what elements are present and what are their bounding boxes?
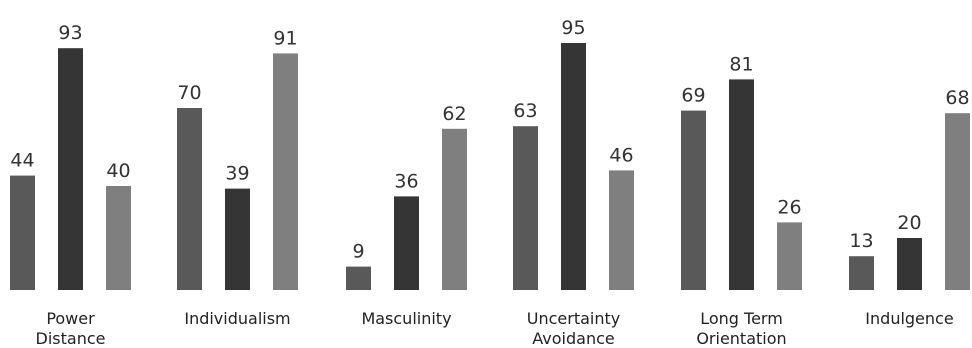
category-label-line: Masculinity [361,309,451,328]
bar-series3-cat3 [442,128,467,290]
data-label: 20 [897,212,921,234]
data-label: 44 [10,150,34,172]
category-label: Uncertainty Avoidance [527,309,620,348]
bar-series2-cat4 [561,43,586,290]
category-label: Masculinity [361,309,451,328]
bar-series2-cat2 [225,188,250,290]
bar-series2-cat3 [394,196,419,290]
category-label: Power Distance [36,309,106,348]
bar-series2-cat6 [897,238,922,290]
data-label: 36 [394,170,418,192]
category-label-line: Individualism [184,309,290,328]
bar-series3-cat6 [945,113,970,290]
category-label: Individualism [184,309,290,328]
bar-series3-cat5 [777,222,802,290]
bar-series2-cat5 [729,79,754,291]
bar-series1-cat1 [10,175,35,290]
bar-series1-cat3 [346,266,371,290]
data-label: 46 [609,144,633,166]
data-label: 70 [177,82,201,104]
data-label: 9 [352,241,364,263]
data-label: 62 [442,103,466,125]
bar-series3-cat2 [273,53,298,291]
category-label-line: Avoidance [532,329,614,348]
data-label: 68 [945,87,969,109]
category-label-line: Power [46,309,95,328]
category-label-line: Uncertainty [527,309,620,328]
bar-series2-cat1 [58,48,83,291]
category-label-line: Long Term [700,309,783,328]
data-label: 95 [561,17,585,39]
bar-series1-cat4 [513,126,538,290]
bar-series3-cat1 [106,186,131,290]
category-label: Indulgence [865,309,953,328]
category-label: Long Term Orientation [696,309,786,348]
data-label: 13 [849,230,873,252]
category-label-line: Distance [36,329,106,348]
data-label: 26 [777,196,801,218]
data-label: 63 [513,100,537,122]
bar-series3-cat4 [609,170,634,290]
category-label-line: Indulgence [865,309,953,328]
data-label: 40 [106,160,130,182]
category-label-line: Orientation [696,329,786,348]
bar-series1-cat5 [681,110,706,290]
data-label: 91 [273,27,297,49]
data-label: 93 [58,22,82,44]
bar-series1-cat6 [849,256,874,290]
data-label: 81 [729,53,753,75]
bar-series1-cat2 [177,108,202,290]
data-label: 39 [225,163,249,185]
data-label: 69 [681,85,705,107]
